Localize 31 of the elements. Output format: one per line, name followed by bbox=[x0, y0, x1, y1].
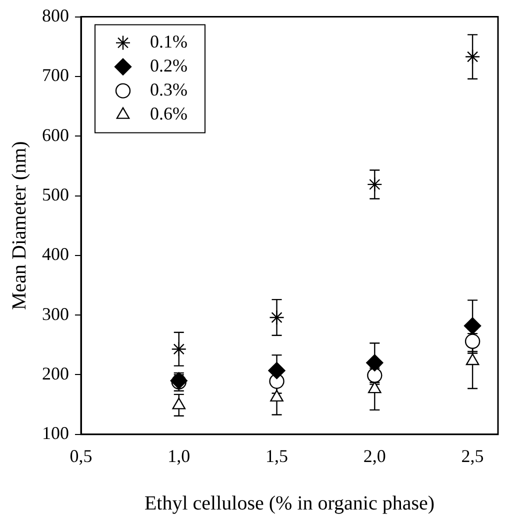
x-tick-label: 2,5 bbox=[461, 446, 484, 466]
point bbox=[464, 334, 480, 349]
legend-label: 0.1% bbox=[150, 32, 188, 52]
point bbox=[367, 176, 382, 192]
x-axis-title: Ethyl cellulose (% in organic phase) bbox=[144, 492, 435, 514]
y-tick-label: 800 bbox=[42, 6, 69, 26]
point bbox=[366, 354, 384, 372]
point bbox=[171, 341, 186, 357]
y-tick-label: 500 bbox=[42, 184, 69, 205]
y-tick-label: 200 bbox=[42, 363, 69, 384]
y-axis-title: Mean Diameter (nm) bbox=[8, 141, 30, 310]
legend-label: 0.3% bbox=[150, 80, 188, 100]
point bbox=[268, 362, 286, 380]
y-tick-label: 300 bbox=[42, 304, 69, 324]
point bbox=[172, 398, 186, 410]
y-tick-label: 100 bbox=[42, 423, 69, 444]
legend-label: 0.6% bbox=[150, 104, 188, 124]
y-tick-label: 700 bbox=[42, 65, 69, 86]
point bbox=[466, 353, 480, 366]
point bbox=[464, 49, 480, 64]
point bbox=[464, 317, 482, 334]
point bbox=[368, 381, 382, 394]
point bbox=[270, 390, 284, 402]
x-tick-label: 2,0 bbox=[363, 446, 386, 466]
legend-label: 0.2% bbox=[150, 56, 188, 76]
y-tick-label: 600 bbox=[42, 124, 69, 145]
x-tick-label: 1,0 bbox=[168, 446, 190, 466]
x-tick-label: 0,5 bbox=[70, 446, 92, 466]
x-tick-label: 1,5 bbox=[266, 446, 288, 466]
y-tick-label: 400 bbox=[42, 244, 69, 264]
point bbox=[269, 310, 284, 326]
